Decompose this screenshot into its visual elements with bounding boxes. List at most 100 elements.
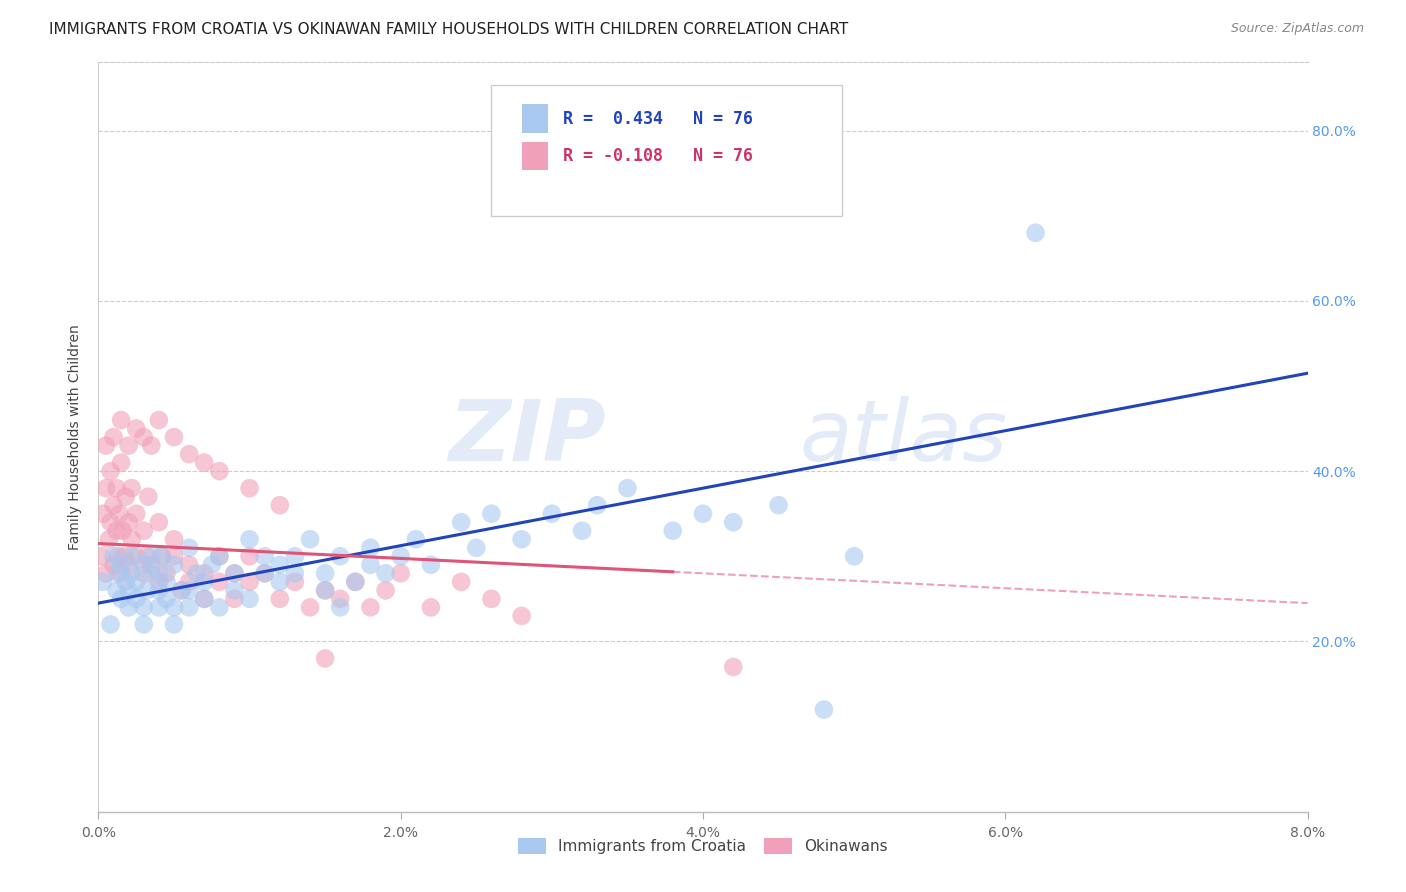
Point [118,558,141,572]
Point [540,507,562,521]
Point [150,549,173,564]
Point [692,507,714,521]
Point [118,439,141,453]
Point [148,515,170,529]
Point [813,702,835,716]
Point [179,574,201,589]
Point [98,533,121,547]
Point [179,541,201,555]
Point [723,660,745,674]
Point [374,566,396,581]
Point [141,566,163,581]
Point [163,549,186,564]
Text: IMMIGRANTS FROM CROATIA VS OKINAWAN FAMILY HOUSEHOLDS WITH CHILDREN CORRELATION : IMMIGRANTS FROM CROATIA VS OKINAWAN FAMI… [49,22,848,37]
Point [141,439,163,453]
Point [103,549,125,564]
Point [193,456,215,470]
Point [299,533,322,547]
Point [186,566,208,581]
Point [253,566,276,581]
Point [179,447,201,461]
Point [121,481,143,495]
Point [208,549,231,564]
Point [163,558,186,572]
Point [481,507,503,521]
Point [344,574,367,589]
Point [94,566,117,581]
Point [132,617,155,632]
Point [91,507,114,521]
Point [114,490,136,504]
Point [118,600,141,615]
Point [125,421,148,435]
Point [125,574,148,589]
Point [284,574,307,589]
Point [314,583,336,598]
Point [193,574,215,589]
Point [586,498,609,512]
Point [510,608,533,623]
Point [208,549,231,564]
Point [193,591,215,606]
Point [269,558,291,572]
Point [360,558,382,572]
Point [155,574,177,589]
Point [179,583,201,598]
Point [118,583,141,598]
Point [108,507,131,521]
Point [224,566,246,581]
Point [389,566,412,581]
Point [163,533,186,547]
Point [405,533,427,547]
Point [844,549,866,564]
Point [465,541,488,555]
Point [284,566,307,581]
Text: R =  0.434   N = 76: R = 0.434 N = 76 [562,110,752,128]
Point [344,574,367,589]
Point [111,524,134,538]
Point [299,600,322,615]
Point [253,566,276,581]
Point [91,574,114,589]
Point [224,566,246,581]
Point [179,600,201,615]
Point [90,549,112,564]
Point [481,591,503,606]
Point [132,566,155,581]
Point [125,549,148,564]
Point [148,413,170,427]
Point [420,558,443,572]
Point [121,533,143,547]
Point [148,600,170,615]
Point [105,481,128,495]
Point [94,481,117,495]
Point [112,549,135,564]
Point [269,574,291,589]
Point [135,583,157,598]
Point [239,549,262,564]
Point [110,456,132,470]
Point [450,574,472,589]
Y-axis label: Family Households with Children: Family Households with Children [69,324,83,550]
Point [103,558,125,572]
Point [208,600,231,615]
Point [510,533,533,547]
Point [269,498,291,512]
Point [269,591,291,606]
Point [1025,226,1047,240]
Point [208,464,231,478]
Point [224,583,246,598]
Point [616,481,638,495]
Point [450,515,472,529]
Point [132,600,155,615]
Point [329,591,352,606]
Point [103,430,125,444]
Point [329,549,352,564]
Bar [522,142,548,170]
Point [179,558,201,572]
Point [170,583,193,598]
Point [132,524,155,538]
Legend: Immigrants from Croatia, Okinawans: Immigrants from Croatia, Okinawans [512,832,894,860]
Point [150,549,173,564]
Point [193,591,215,606]
